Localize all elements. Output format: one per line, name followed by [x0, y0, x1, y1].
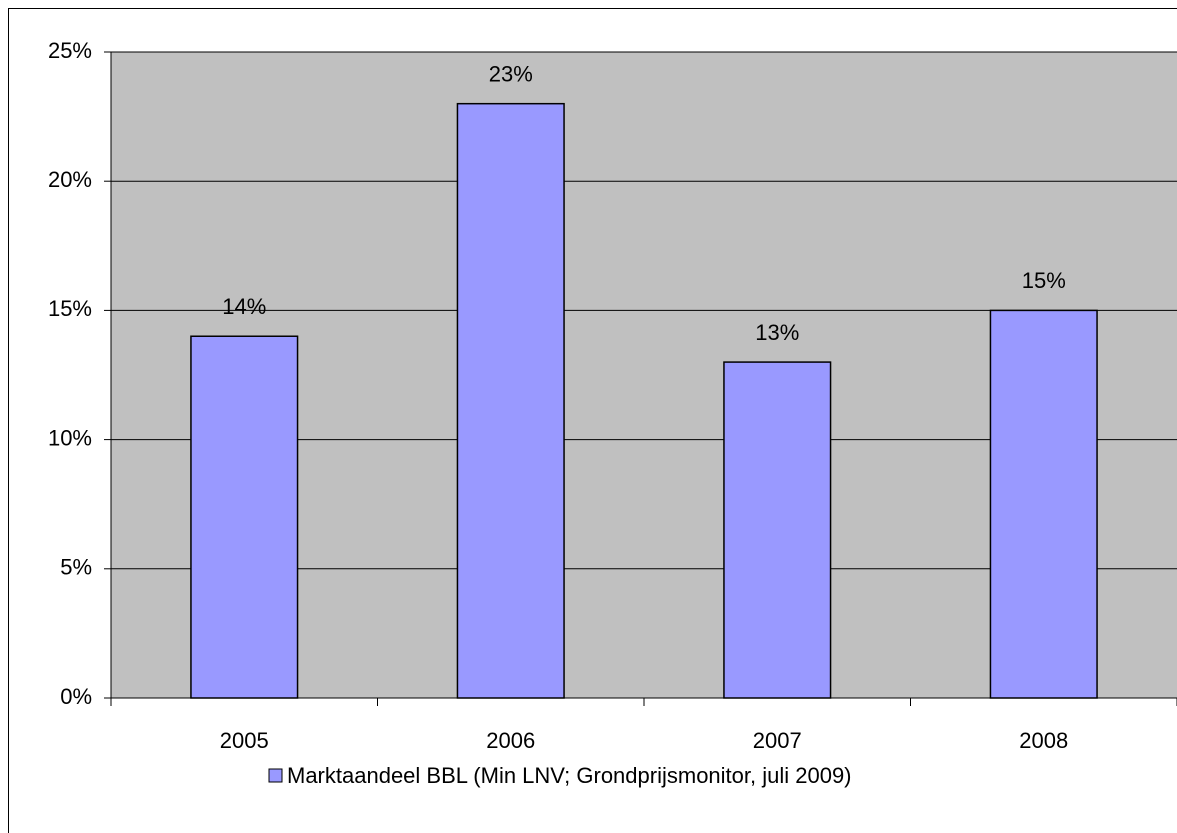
- bar: [989, 309, 1098, 699]
- x-tick-label: 2008: [1019, 728, 1068, 753]
- y-tick-label: 5%: [60, 555, 92, 580]
- bar: [456, 102, 565, 699]
- x-tick-label: 2005: [220, 728, 269, 753]
- legend-swatch: [268, 768, 283, 783]
- x-tick-label: 2006: [486, 728, 535, 753]
- data-label: 13%: [755, 320, 799, 345]
- bar: [723, 361, 832, 699]
- y-tick-label: 20%: [48, 167, 92, 192]
- y-tick-label: 0%: [60, 684, 92, 709]
- x-tick-label: 2007: [753, 728, 802, 753]
- data-label: 15%: [1022, 268, 1066, 293]
- data-label: 23%: [489, 61, 533, 86]
- data-label: 14%: [222, 294, 266, 319]
- bar: [190, 335, 299, 699]
- y-tick-label: 25%: [48, 38, 92, 63]
- y-tick-label: 15%: [48, 296, 92, 321]
- y-tick-label: 10%: [48, 425, 92, 450]
- legend-label: Marktaandeel BBL (Min LNV; Grondprijsmon…: [287, 763, 852, 788]
